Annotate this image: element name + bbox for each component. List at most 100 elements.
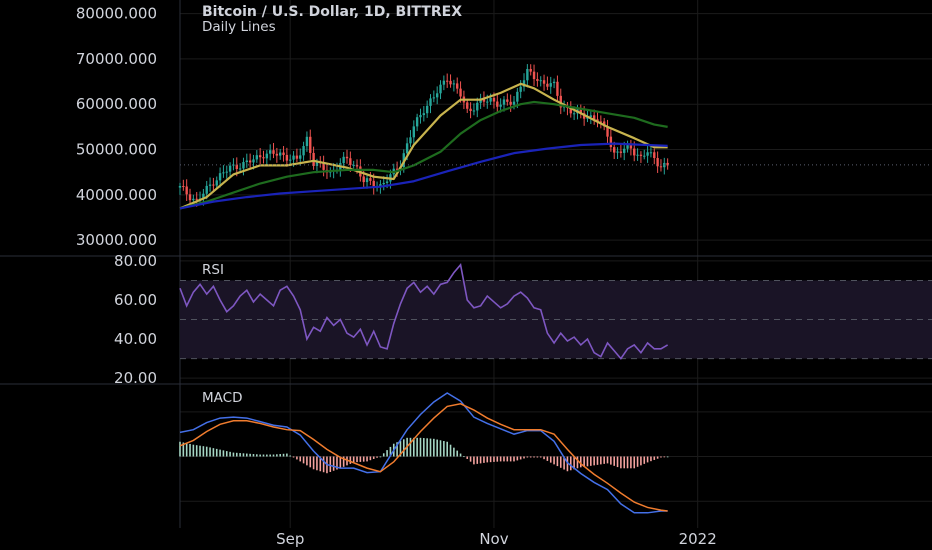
candle-body bbox=[425, 105, 429, 114]
macd-histogram-bar bbox=[402, 439, 405, 457]
macd-histogram-bar bbox=[546, 456, 549, 461]
time-tick-label: Nov bbox=[479, 530, 508, 548]
macd-histogram-bar bbox=[620, 456, 622, 469]
candle-body bbox=[349, 158, 352, 165]
candle-body bbox=[569, 107, 572, 114]
macd-histogram-bar bbox=[272, 454, 275, 457]
candle-body bbox=[322, 162, 325, 170]
macd-histogram-bar bbox=[342, 456, 345, 467]
macd-histogram-bar bbox=[496, 456, 499, 462]
macd-histogram-bar bbox=[366, 456, 368, 462]
candle-body bbox=[633, 148, 636, 156]
price-panel[interactable] bbox=[178, 64, 932, 210]
candle-body bbox=[492, 97, 496, 102]
macd-histogram-bar bbox=[449, 444, 452, 457]
macd-line bbox=[179, 392, 668, 514]
macd-histogram-bar bbox=[439, 440, 442, 457]
price-tick-label: 40000.000 bbox=[76, 186, 157, 204]
candle-body bbox=[599, 121, 603, 123]
macd-histogram-bar bbox=[409, 437, 412, 457]
macd-histogram-bar bbox=[646, 456, 649, 463]
candle-body bbox=[372, 180, 375, 188]
candle-body bbox=[182, 185, 185, 187]
macd-histogram-bar bbox=[433, 438, 435, 457]
macd-histogram-bar bbox=[256, 454, 258, 457]
candle-body bbox=[522, 80, 526, 87]
macd-histogram-bar bbox=[613, 456, 615, 466]
macd-histogram-bar bbox=[489, 456, 492, 463]
candle-body bbox=[649, 152, 653, 154]
macd-histogram-bar bbox=[416, 437, 418, 457]
macd-histogram-bar bbox=[660, 456, 662, 458]
macd-histogram-bar bbox=[336, 456, 338, 470]
candle-body bbox=[365, 178, 369, 183]
candle-body bbox=[636, 154, 639, 156]
macd-histogram-bar bbox=[630, 456, 632, 469]
candle-body bbox=[486, 101, 489, 103]
macd-histogram-bar bbox=[633, 456, 636, 469]
macd-histogram-bar bbox=[372, 456, 375, 459]
chart-grid bbox=[0, 0, 932, 528]
candle-body bbox=[499, 104, 502, 107]
macd-histogram-bar bbox=[389, 446, 392, 457]
macd-histogram-bar bbox=[653, 456, 656, 460]
candle-body bbox=[516, 91, 519, 102]
macd-histogram-bar bbox=[453, 447, 455, 457]
macd-histogram-bar bbox=[623, 456, 626, 469]
moving-average-line bbox=[179, 142, 668, 210]
macd-histogram-bar bbox=[219, 449, 221, 457]
macd-histogram-bar bbox=[306, 456, 308, 466]
macd-histogram-bar bbox=[583, 456, 585, 467]
candle-body bbox=[355, 164, 359, 167]
macd-histogram-bar bbox=[339, 456, 342, 469]
macd-histogram-bar bbox=[663, 456, 666, 458]
macd-histogram-bar bbox=[369, 456, 372, 461]
candle-body bbox=[405, 143, 409, 154]
macd-histogram-bar bbox=[459, 453, 462, 457]
candle-body bbox=[542, 80, 546, 84]
macd-panel[interactable] bbox=[179, 392, 669, 514]
candle-body bbox=[626, 145, 629, 149]
candle-body bbox=[279, 152, 282, 156]
macd-histogram-bar bbox=[486, 456, 489, 463]
macd-histogram-bar bbox=[563, 456, 565, 470]
candle-body bbox=[579, 109, 582, 114]
macd-histogram-bar bbox=[606, 456, 609, 464]
candle-body bbox=[556, 81, 559, 96]
candle-body bbox=[409, 137, 412, 144]
macd-histogram-bar bbox=[469, 456, 472, 462]
macd-histogram-bar bbox=[533, 456, 535, 458]
candle-body bbox=[185, 186, 188, 195]
macd-histogram-bar bbox=[573, 456, 575, 470]
candle-body bbox=[589, 115, 593, 117]
candle-body bbox=[602, 121, 606, 127]
candle-body bbox=[228, 165, 232, 172]
candle-body bbox=[188, 194, 192, 201]
macd-histogram-bar bbox=[473, 456, 475, 465]
macd-histogram-bar bbox=[536, 456, 539, 458]
candle-body bbox=[613, 147, 616, 153]
candle-body bbox=[596, 119, 599, 122]
macd-histogram-bar bbox=[179, 441, 181, 457]
candle-body bbox=[639, 154, 643, 156]
macd-histogram-bar bbox=[299, 456, 302, 462]
macd-histogram-bar bbox=[463, 456, 465, 458]
candle-body bbox=[482, 98, 486, 102]
macd-histogram-bar bbox=[222, 450, 225, 457]
candle-body bbox=[666, 162, 669, 166]
candle-body bbox=[552, 81, 556, 84]
macd-histogram-bar bbox=[349, 456, 352, 464]
candle-body bbox=[623, 148, 626, 153]
macd-histogram-bar bbox=[225, 451, 228, 457]
candle-body bbox=[546, 83, 549, 87]
price-tick-label: 30000.000 bbox=[76, 231, 157, 249]
candle-body bbox=[509, 101, 512, 105]
candle-body bbox=[342, 156, 345, 164]
rsi-panel[interactable] bbox=[179, 263, 932, 360]
macd-histogram-bar bbox=[396, 442, 398, 457]
macd-histogram-bar bbox=[292, 456, 295, 458]
macd-histogram-bar bbox=[523, 456, 525, 459]
macd-histogram-bar bbox=[580, 456, 582, 468]
macd-histogram-bar bbox=[593, 456, 595, 466]
